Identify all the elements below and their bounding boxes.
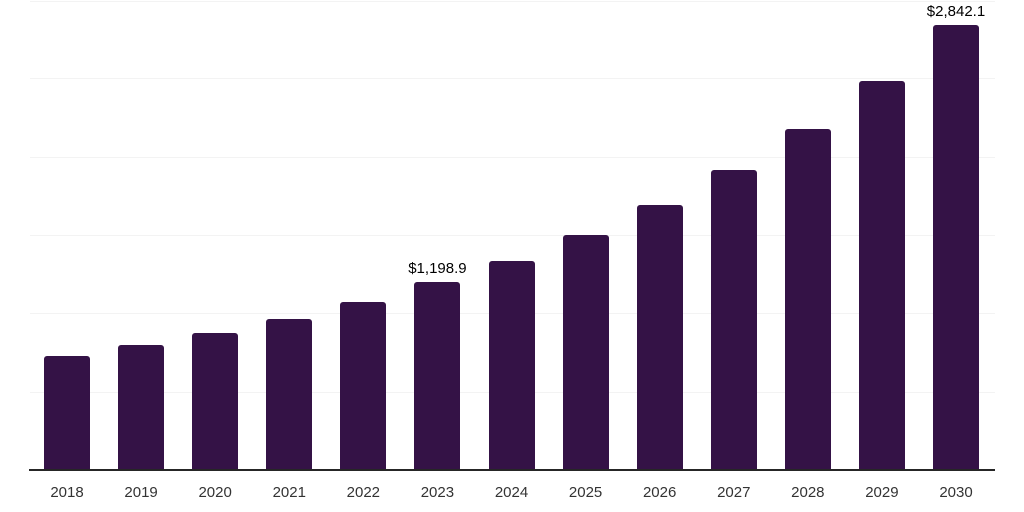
x-tick-label-2027: 2027 (717, 484, 751, 501)
bar-2025 (562, 235, 609, 470)
bar-2020 (192, 332, 239, 470)
x-tick-label-2030: 2030 (939, 484, 973, 501)
gridline-2500 (30, 78, 995, 79)
x-tick-label-2028: 2028 (791, 484, 825, 501)
bar-2029 (858, 80, 905, 470)
x-tick-label-2024: 2024 (494, 484, 529, 501)
gridline-2000 (30, 157, 995, 158)
x-tick-label-2026: 2026 (642, 484, 677, 501)
bar-2030 (933, 24, 979, 470)
x-tick-label-2025: 2025 (568, 484, 603, 501)
bar-2024 (488, 260, 535, 470)
bar-2027 (710, 170, 757, 470)
bar-2022 (340, 301, 387, 470)
bar-2026 (636, 205, 683, 470)
bar-2028 (784, 128, 831, 470)
gridline-1500 (30, 235, 995, 236)
x-axis-line (29, 469, 995, 471)
bar-2023 (414, 282, 461, 470)
x-tick-label-2029: 2029 (865, 484, 899, 501)
x-tick-label-2022: 2022 (346, 484, 381, 501)
x-tick-label-2021: 2021 (272, 484, 306, 501)
bar-value-label-2030: $2,842.1 (926, 2, 986, 20)
bar-value-label-2023: $1,198.9 (408, 260, 467, 278)
x-tick-label-2019: 2019 (124, 484, 158, 501)
bar-2021 (266, 319, 313, 470)
x-tick-label-2020: 2020 (198, 484, 232, 501)
x-tick-label-2018: 2018 (50, 484, 84, 501)
gridline-3000 (30, 1, 995, 2)
bar-2019 (118, 344, 165, 470)
x-tick-label-2023: 2023 (420, 484, 455, 501)
bar-2018 (44, 356, 90, 470)
